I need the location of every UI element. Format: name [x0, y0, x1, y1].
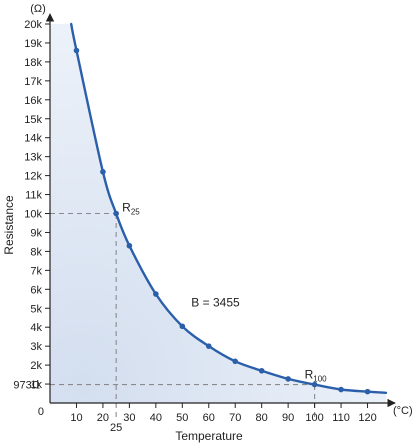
y-tick-label: 8k	[30, 246, 42, 258]
y-tick-label: 16k	[24, 95, 42, 107]
x-unit-label: (°C)	[393, 405, 413, 417]
y-tick-label: 4k	[30, 322, 42, 334]
data-point	[100, 169, 106, 175]
r25-main: R	[122, 201, 131, 215]
y-tick-label: 13k	[24, 152, 42, 164]
y-tick-label: 1k	[30, 379, 42, 391]
x-axis-title: Temperature	[175, 429, 243, 443]
y-tick-label: 11k	[25, 190, 42, 202]
y-axis-ticks: 1k 2k 3k 4k 5k 6k 7k 8k 9k 10k 11k 12k 13k 14k 15k 16k 1…	[24, 19, 50, 391]
y-tick-label: 19k	[24, 38, 42, 50]
x-tick-label: 110	[332, 412, 350, 424]
y-tick-label: 7k	[30, 265, 42, 277]
data-point	[232, 358, 239, 365]
x-tick-label: 20	[97, 412, 109, 424]
data-point	[113, 210, 119, 217]
data-point	[364, 388, 371, 395]
x-tick-label: 30	[123, 412, 135, 424]
x-tick-label: 80	[256, 412, 268, 424]
data-point	[126, 242, 133, 249]
y-axis-title: Resistance	[2, 195, 16, 255]
x-tick-label: 70	[229, 412, 241, 424]
data-point	[179, 323, 186, 330]
data-point	[285, 376, 291, 382]
x-tick-label: 10	[70, 412, 82, 424]
x-tick-label: 40	[150, 412, 162, 424]
data-point	[338, 386, 344, 393]
r100-subscript: 100	[313, 375, 327, 384]
y-tick-label: 14k	[24, 133, 42, 145]
y-tick-label: 15k	[24, 114, 42, 126]
x-axis-ticks: 10 20 30 40 50 60 70 80 90 100 110 120	[70, 403, 377, 424]
data-points	[73, 47, 371, 395]
r100-main: R	[305, 368, 314, 382]
b-constant-annotation: B = 3455	[191, 295, 240, 309]
x-tick-label: 100	[305, 412, 323, 424]
y-unit-label: (Ω)	[30, 3, 46, 15]
y-tick-label: 2k	[30, 360, 42, 372]
y-tick-label: 9k	[30, 227, 42, 239]
data-point	[311, 381, 318, 388]
y-tick-label: 5k	[30, 303, 42, 315]
y-tick-label: 3k	[30, 341, 42, 353]
r100-annotation: R100	[305, 368, 328, 384]
y-tick-label: 17k	[24, 76, 42, 88]
y-tick-label: 20k	[24, 19, 42, 31]
r25-annotation: R25	[122, 201, 140, 217]
data-point	[73, 47, 80, 54]
r25-subscript: 25	[131, 208, 140, 217]
data-point	[205, 343, 212, 349]
x-tick-label: 50	[176, 412, 188, 424]
data-point	[258, 367, 265, 374]
ref-y-label: 973Ω	[13, 380, 40, 392]
x-tick-label: 60	[203, 412, 215, 424]
y-tick-label: 10k	[24, 209, 42, 221]
origin-label: 0	[38, 406, 44, 418]
ref-x-label: 25	[110, 422, 122, 434]
area-under-curve	[50, 24, 386, 403]
x-tick-label: 120	[358, 412, 376, 424]
reference-lines	[50, 212, 316, 417]
y-tick-label: 18k	[24, 57, 42, 69]
data-point	[153, 291, 159, 297]
x-tick-label: 90	[282, 412, 294, 424]
y-tick-label: 6k	[30, 284, 42, 296]
y-tick-label: 12k	[24, 171, 42, 183]
